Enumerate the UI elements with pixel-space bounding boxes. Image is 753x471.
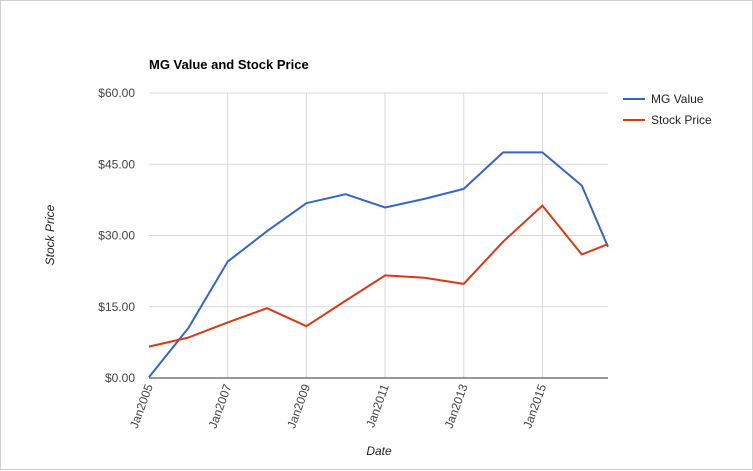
x-tick-labels: Jan2005 Jan2007 Jan2009 Jan2011 Jan2013 Jan20… xyxy=(127,382,549,430)
series-line-1 xyxy=(148,204,609,348)
y-tick-label: $45.00 xyxy=(98,157,135,171)
y-tick-label: $60.00 xyxy=(98,86,135,100)
x-tick-label: Jan2015 xyxy=(520,382,549,430)
legend-label: MG Value xyxy=(651,92,704,106)
y-axis-label: Stock Price xyxy=(43,204,57,265)
x-tick-label: Jan2005 xyxy=(127,382,156,430)
x-tick-label: Jan2013 xyxy=(442,382,471,430)
legend-label: Stock Price xyxy=(651,113,712,127)
y-tick-label: $30.00 xyxy=(98,229,135,243)
series-lines xyxy=(148,151,609,378)
y-tick-label: $0.00 xyxy=(105,371,135,385)
series-line-0 xyxy=(148,151,609,378)
x-axis-label: Date xyxy=(366,444,392,458)
y-tick-labels: $0.00 $15.00 $30.00 $45.00 $60.00 xyxy=(98,86,135,385)
chart-title: MG Value and Stock Price xyxy=(149,57,309,72)
y-tick-label: $15.00 xyxy=(98,300,135,314)
gridlines xyxy=(149,92,608,378)
legend: MG Value Stock Price xyxy=(623,92,712,127)
x-tick-label: Jan2011 xyxy=(363,382,392,430)
x-tick-label: Jan2009 xyxy=(284,382,313,430)
x-tick-label: Jan2007 xyxy=(206,382,235,430)
